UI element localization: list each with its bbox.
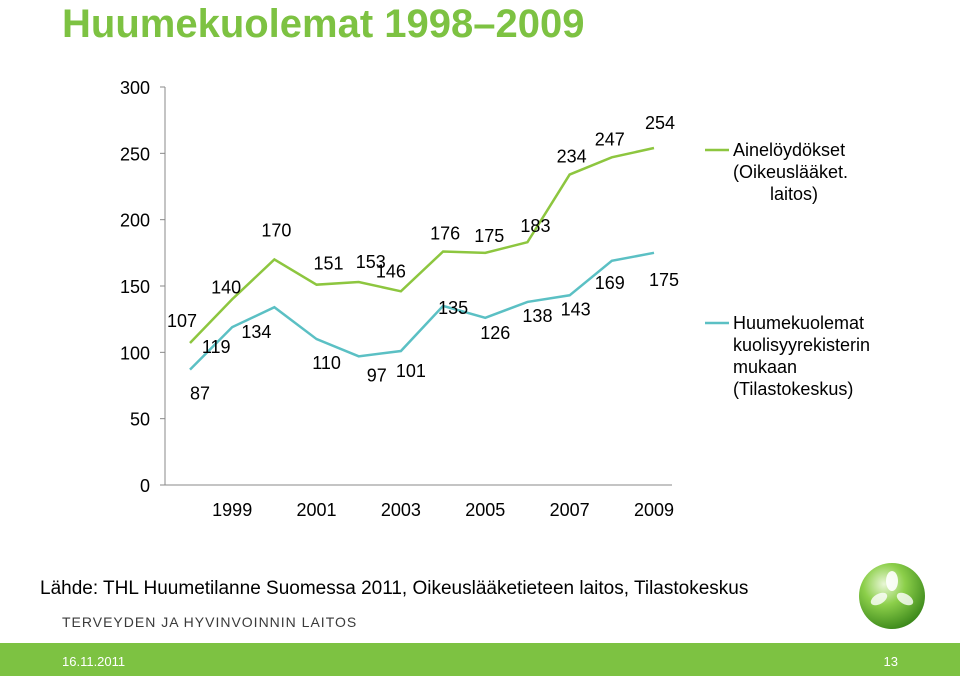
data-label: 176: [430, 224, 460, 244]
thl-logo-icon: [859, 563, 925, 629]
data-label: 146: [376, 261, 406, 281]
source-text: Lähde: THL Huumetilanne Suomessa 2011, O…: [40, 578, 749, 599]
page-number: 13: [883, 654, 898, 669]
legend-entry: laitos): [770, 184, 818, 204]
legend: Ainelöydökset(Oikeuslääket.laitos) Huumek…: [705, 140, 870, 399]
legend-entry: (Tilastokeskus): [733, 379, 853, 399]
line-chart: 0 50 100 150 200 250 300 1999 2001 2003 2005 2007 2…: [120, 78, 870, 520]
data-label: 97: [367, 365, 387, 385]
data-label: 140: [211, 277, 241, 297]
x-tick-label: 1999: [212, 500, 252, 520]
legend-entry: kuolisyyrekisterin: [733, 335, 870, 355]
data-label: 175: [649, 270, 679, 290]
x-tick-label: 2009: [634, 500, 674, 520]
data-label: 138: [522, 306, 552, 326]
y-tick-label: 300: [120, 78, 150, 98]
data-label: 110: [312, 353, 341, 373]
data-label: 183: [520, 216, 550, 236]
data-label: 143: [561, 299, 591, 319]
x-tick-label: 2005: [465, 500, 505, 520]
data-label: 87: [190, 384, 210, 404]
legend-entry: Huumekuolemat: [733, 313, 864, 333]
x-tick-label: 2001: [297, 500, 337, 520]
x-axis: 1999 2001 2003 2005 2007 2009: [165, 484, 674, 520]
data-label: 151: [314, 254, 344, 274]
data-label: 101: [396, 361, 426, 381]
y-tick-label: 250: [120, 144, 150, 164]
y-tick-label: 200: [120, 211, 150, 231]
legend-entry: Ainelöydökset: [733, 140, 845, 160]
data-label: 175: [474, 226, 504, 246]
data-label: 107: [167, 311, 197, 331]
data-label: 170: [261, 220, 291, 240]
series-line-1: [189, 146, 655, 344]
data-label: 119: [202, 337, 231, 357]
x-tick-label: 2007: [550, 500, 590, 520]
data-label: 135: [438, 298, 468, 318]
x-tick-label: 2003: [381, 500, 421, 520]
legend-entry: mukaan: [733, 357, 797, 377]
data-label: 134: [241, 322, 271, 342]
footer-bar: 16.11.2011 13: [0, 643, 960, 676]
series-line-2: [189, 251, 655, 371]
chart-series: [189, 146, 655, 371]
legend-entry: (Oikeuslääket.: [733, 162, 848, 182]
y-tick-label: 100: [120, 343, 150, 363]
y-tick-label: 0: [140, 476, 150, 496]
y-axis: 0 50 100 150 200 250 300: [120, 78, 166, 496]
footer-date: 16.11.2011: [62, 654, 126, 669]
data-label: 247: [595, 129, 625, 149]
data-label: 169: [595, 273, 625, 293]
data-label: 254: [645, 113, 675, 133]
data-label: 153: [356, 252, 386, 272]
data-label: 234: [557, 147, 587, 167]
data-label: 126: [480, 323, 510, 343]
organization-name: TERVEYDEN JA HYVINVOINNIN LAITOS: [62, 614, 358, 630]
y-tick-label: 150: [120, 277, 150, 297]
page-title: Huumekuolemat 1998–2009: [62, 2, 585, 46]
y-tick-label: 50: [130, 410, 150, 430]
